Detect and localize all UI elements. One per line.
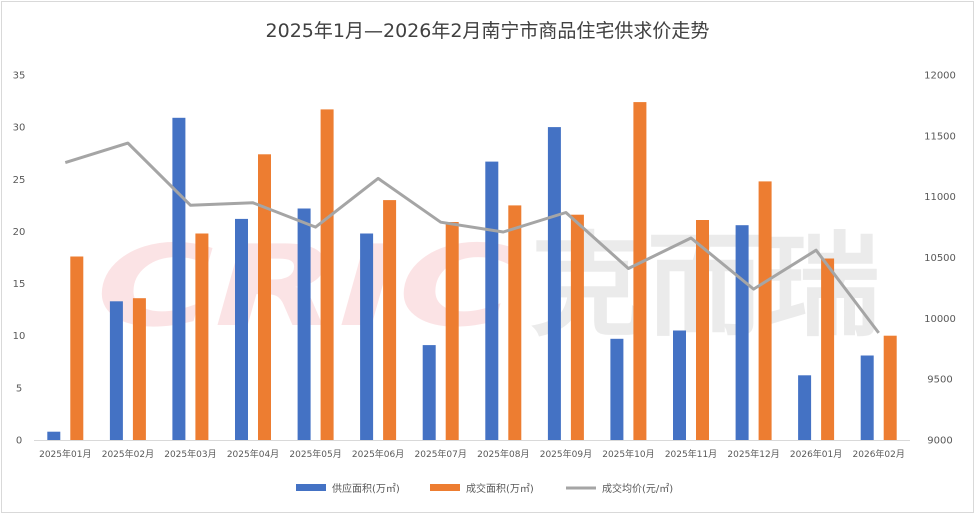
deal-bar — [195, 233, 209, 440]
x-axis-tick: 2025年10月 — [602, 448, 654, 460]
right-axis-tick: 9500 — [927, 375, 952, 386]
right-axis-tick: 11500 — [924, 131, 956, 142]
deal-bar — [258, 154, 271, 441]
supply-bar — [798, 375, 812, 440]
x-axis-tick: 2025年04月 — [227, 448, 279, 460]
supply-bar — [485, 161, 499, 440]
left-axis-tick: 20 — [13, 227, 26, 238]
deal-bar — [883, 335, 897, 440]
legend-label: 供应面积(万㎡) — [332, 482, 400, 495]
x-axis-tick: 2025年07月 — [415, 448, 467, 460]
deal-bar — [758, 181, 772, 440]
legend-label: 成交均价(元/㎡) — [602, 482, 673, 495]
supply-bar — [172, 117, 186, 441]
x-axis-tick: 2025年06月 — [352, 448, 404, 460]
deal-bar — [445, 222, 459, 440]
deal-bar — [821, 258, 835, 440]
right-axis-tick: 10500 — [924, 253, 956, 264]
x-axis-tick: 2025年09月 — [540, 448, 592, 460]
right-axis-tick: 10000 — [924, 314, 956, 325]
supply-bar — [47, 431, 61, 440]
x-axis-tick: 2025年12月 — [727, 448, 779, 460]
deal-bar — [383, 200, 397, 440]
x-axis-tick: 2025年03月 — [164, 448, 216, 460]
supply-bar — [735, 225, 749, 440]
x-axis-tick: 2026年02月 — [853, 448, 905, 460]
supply-bar — [422, 345, 436, 440]
supply-bar — [860, 355, 874, 440]
x-axis-tick: 2025年08月 — [477, 448, 529, 460]
supply-bar — [297, 208, 311, 440]
supply-bar — [360, 233, 374, 440]
supply-bar — [109, 301, 123, 440]
x-axis-tick: 2025年05月 — [289, 448, 341, 460]
supply-bar — [673, 330, 686, 440]
deal-bar — [570, 214, 584, 440]
deal-bar — [633, 102, 647, 440]
x-axis-tick: 2025年02月 — [102, 448, 154, 460]
deal-bar — [70, 256, 84, 440]
chart-title: 2025年1月—2026年2月南宁市商品住宅供求价走势 — [265, 20, 710, 42]
legend-label: 成交面积(万㎡) — [466, 482, 534, 495]
supply-bar — [610, 338, 624, 440]
avg-price-line — [64, 141, 880, 334]
left-axis-tick: 30 — [13, 123, 26, 134]
right-axis-tick: 9000 — [927, 436, 952, 447]
legend-swatch-supply — [296, 484, 326, 491]
right-axis-tick: 11000 — [924, 192, 956, 203]
deal-bar — [508, 205, 522, 440]
left-axis-tick: 0 — [16, 436, 22, 447]
x-axis-tick: 2025年11月 — [665, 448, 717, 460]
legend-swatch-deal — [430, 484, 460, 491]
left-axis-tick: 25 — [13, 175, 26, 186]
right-axis-tick: 12000 — [924, 71, 956, 82]
left-axis-tick: 10 — [13, 331, 26, 342]
supply-bar — [235, 218, 248, 440]
deal-bar — [696, 220, 709, 440]
x-axis-tick: 2025年01月 — [39, 448, 91, 460]
left-axis-tick: 15 — [13, 279, 26, 290]
deal-bar — [320, 109, 334, 441]
left-axis-tick: 5 — [16, 383, 22, 394]
supply-bar — [547, 127, 561, 440]
deal-bar — [132, 298, 146, 440]
x-axis-tick: 2026年01月 — [790, 448, 842, 460]
left-axis-tick: 35 — [13, 71, 26, 82]
